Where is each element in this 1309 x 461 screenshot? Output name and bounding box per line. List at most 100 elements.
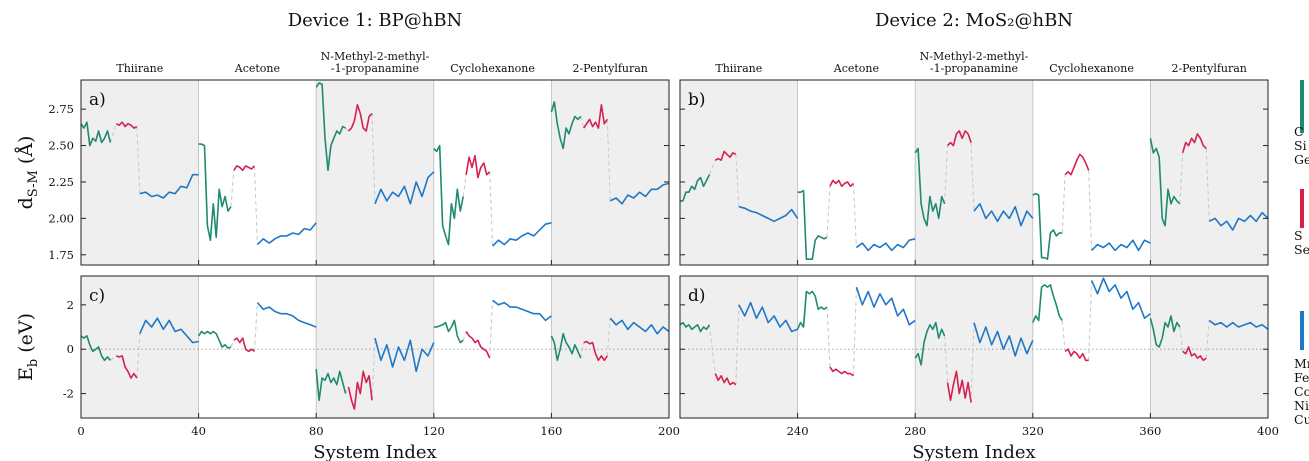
series-line-blue (374, 337, 435, 373)
shaded-band (551, 80, 669, 265)
segment-connector (944, 335, 949, 383)
series-line-blue (374, 171, 435, 205)
series-line-blue (973, 203, 1034, 227)
legend-label: Co (1294, 384, 1309, 399)
molecule-label: Thiirane (116, 62, 163, 75)
segment-connector (735, 304, 740, 385)
series-line-red (347, 370, 373, 410)
headers: Device 1: BP@hBN Thiirane Acetone N-Methyl-… (116, 10, 1247, 75)
series-line-red (1182, 346, 1207, 362)
y-tick-label: -2 (63, 387, 74, 401)
y-tick-label: 0 (67, 342, 74, 356)
shaded-band (680, 276, 798, 418)
series-line-blue (738, 301, 798, 333)
series-line-blue (256, 302, 317, 328)
y-tick-label: 2.50 (48, 139, 74, 153)
molecule-label: Acetone (234, 62, 280, 75)
series-line-green (680, 174, 711, 202)
segment-connector (708, 324, 716, 374)
device-title: Device 1: BP@hBN (288, 10, 463, 31)
y-tick-label: 1.75 (48, 248, 74, 262)
segment-connector (580, 116, 585, 129)
y-axis-label: Eb (eV) (15, 313, 41, 381)
series-line-red (829, 366, 854, 377)
segment-connector (970, 142, 975, 212)
panel-frame (80, 275, 670, 419)
series-line-blue (492, 299, 552, 322)
segment-connector (826, 186, 831, 238)
x-tick-label: 320 (1022, 424, 1044, 438)
segment-connector (826, 307, 831, 367)
series-line-green (550, 101, 582, 150)
series-line-blue (609, 317, 670, 335)
series-line-red (1064, 348, 1089, 362)
x-tick-label: 80 (309, 424, 324, 438)
molecule-label: 2-Pentylfuran (1171, 62, 1246, 75)
series-line-red (946, 370, 972, 403)
molecule-label: Cyclohexanone (1049, 62, 1134, 75)
x-axis-label: System Index (912, 442, 1035, 461)
series-line-blue (1091, 239, 1151, 252)
segment-connector (1179, 152, 1184, 204)
molecule-label: Cyclohexanone (450, 62, 535, 75)
panel-label: d) (688, 286, 706, 306)
panel-1: 1.75 2.00 2.25 2.50 2.75 a) dS-M (Å) (15, 79, 670, 266)
legend-label: S (1294, 228, 1303, 243)
series-line-blue (855, 286, 916, 326)
series-line-red (116, 355, 138, 379)
series-line-green (433, 319, 464, 344)
series-line-blue (492, 222, 552, 247)
series-line-green (1149, 315, 1181, 348)
series-line-red (233, 337, 255, 353)
segment-connector (371, 113, 376, 204)
y-tick-label: 2 (67, 298, 74, 312)
segment-connector (970, 322, 975, 403)
series-line-red (115, 121, 138, 129)
shaded-band (81, 276, 199, 418)
segment-connector (852, 183, 857, 248)
panel-frame (679, 275, 1269, 419)
x-tick-label: 40 (191, 424, 206, 438)
segment-connector (109, 123, 117, 143)
series-line-blue (738, 205, 799, 223)
molecule-label: N-Methyl-2-methyl- (920, 50, 1029, 63)
panel-4: 240 280 320 360 400 d) System Index (679, 275, 1279, 461)
molecule-label: Thiirane (715, 62, 762, 75)
segment-connector (489, 300, 494, 359)
molecule-label: 2-Pentylfuran (572, 62, 647, 75)
segment-connector (462, 174, 467, 197)
legend-label: Ge (1294, 152, 1309, 167)
shaded-band (1150, 80, 1268, 265)
segment-connector (230, 170, 235, 207)
segment-connector (1061, 174, 1066, 233)
series-line-green (679, 321, 711, 333)
segment-connector (462, 331, 467, 341)
series-line-blue (609, 182, 670, 205)
segment-connector (1088, 170, 1093, 251)
x-tick-label: 0 (77, 424, 84, 438)
legend-label: Cu (1294, 412, 1309, 427)
series-line-green (1032, 192, 1063, 261)
device-title: Device 2: MoS₂@hBN (875, 10, 1073, 31)
series-line-green (1032, 284, 1063, 323)
series-line-blue (139, 173, 199, 199)
segment-connector (1061, 320, 1066, 352)
segment-connector (606, 318, 611, 356)
shaded-band (680, 80, 798, 265)
series-line-green (796, 290, 828, 330)
x-tick-label: 400 (1257, 424, 1279, 438)
legend-label: Si (1294, 138, 1307, 153)
legend-label: Fe (1294, 370, 1309, 385)
segment-connector (852, 287, 857, 376)
shaded-band (81, 80, 199, 265)
series-line-green (550, 332, 582, 362)
series-line-green (80, 121, 112, 147)
legend-label: Ni (1294, 398, 1309, 413)
x-tick-label: 240 (787, 424, 809, 438)
series-line-green (914, 321, 946, 366)
series-line-blue (1090, 277, 1151, 320)
segment-connector (708, 159, 716, 175)
y-tick-label: 2.00 (48, 211, 74, 225)
